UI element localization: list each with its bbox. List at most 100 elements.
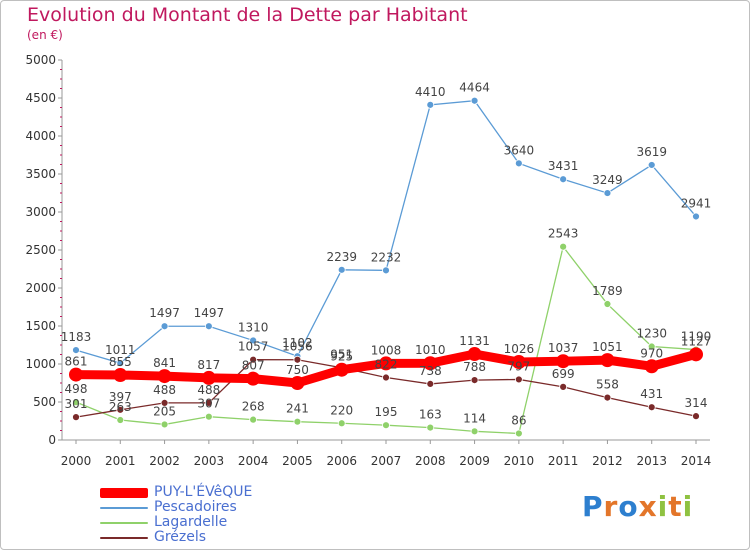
data-point-gr-zels xyxy=(559,382,568,391)
y-tick-label: 3500 xyxy=(25,167,56,181)
data-point-lagardelle xyxy=(514,429,523,438)
x-tick-label: 2008 xyxy=(415,454,446,468)
data-point-pescadoires xyxy=(692,212,700,221)
x-tick-label: 2003 xyxy=(194,454,225,468)
y-tick-label: 3000 xyxy=(25,205,56,219)
chart-title: Evolution du Montant de la Dette par Hab… xyxy=(27,4,468,26)
data-point-gr-zels xyxy=(647,403,656,412)
x-tick-label: 2001 xyxy=(105,454,136,468)
data-label-pescadoires: 4464 xyxy=(459,81,490,95)
data-label-gr-zels: 788 xyxy=(463,360,486,374)
data-point-pescadoires xyxy=(559,175,568,184)
x-tick-label: 2005 xyxy=(282,454,313,468)
data-label-pescadoires: 1310 xyxy=(238,320,269,334)
data-point-lagardelle xyxy=(470,427,479,436)
data-point-lagardelle xyxy=(249,415,258,424)
legend-item-pescadoires: Pescadoires xyxy=(100,500,252,515)
legend-label-grezels: Grézels xyxy=(154,529,207,545)
data-point-gr-zels xyxy=(514,375,523,384)
data-label-gr-zels: 822 xyxy=(375,358,398,372)
series-line-pescadoires xyxy=(75,100,697,364)
logo-letter: r xyxy=(603,490,619,523)
data-point-gr-zels xyxy=(603,393,612,402)
legend-item-lagardelle: Lagardelle xyxy=(100,515,252,530)
legend-swatch-pescadoires xyxy=(100,506,148,509)
data-label-lagardelle: 163 xyxy=(419,408,442,422)
data-label-puy-l-v-que: 925 xyxy=(330,350,353,364)
data-label-lagardelle: 220 xyxy=(330,403,353,417)
data-point-gr-zels xyxy=(382,373,390,382)
data-label-puy-l-v-que: 817 xyxy=(197,358,220,372)
data-point-pescadoires xyxy=(72,346,80,354)
data-point-lagardelle xyxy=(647,342,656,351)
logo-letter: t xyxy=(668,490,683,523)
data-label-pescadoires: 2232 xyxy=(371,250,402,264)
data-point-puy-l-v-que xyxy=(246,371,261,386)
data-point-puy-l-v-que xyxy=(290,376,305,390)
legend-item-grezels: Grézels xyxy=(100,530,252,545)
y-tick-label: 1500 xyxy=(25,319,56,333)
x-tick-label: 2009 xyxy=(459,454,490,468)
data-label-gr-zels: 951 xyxy=(330,348,353,362)
data-label-pescadoires: 1183 xyxy=(61,330,92,344)
x-tick-label: 2004 xyxy=(238,454,269,468)
data-point-puy-l-v-que xyxy=(511,355,526,370)
data-point-pescadoires xyxy=(470,96,479,105)
data-label-puy-l-v-que: 1051 xyxy=(592,340,623,354)
data-point-gr-zels xyxy=(293,355,302,364)
legend-swatch-puy-l-eveque xyxy=(100,487,148,498)
data-label-puy-l-v-que: 861 xyxy=(65,355,88,369)
data-label-puy-l-v-que: 1010 xyxy=(415,343,446,357)
data-label-pescadoires: 4410 xyxy=(415,85,446,99)
data-label-lagardelle: 1789 xyxy=(592,284,623,298)
data-point-puy-l-v-que xyxy=(69,367,83,382)
data-label-pescadoires: 3431 xyxy=(548,159,579,173)
data-label-lagardelle: 1190 xyxy=(681,330,712,344)
data-point-gr-zels xyxy=(249,355,258,364)
data-label-puy-l-v-que: 855 xyxy=(109,355,132,369)
data-point-lagardelle xyxy=(116,416,125,424)
data-label-pescadoires: 1497 xyxy=(194,306,225,320)
legend-label-pescadoires: Pescadoires xyxy=(154,499,237,515)
data-point-puy-l-v-que xyxy=(689,347,703,362)
data-label-puy-l-v-que: 841 xyxy=(153,356,176,370)
data-point-gr-zels xyxy=(426,380,435,388)
y-tick-label: 0 xyxy=(48,433,56,447)
legend: PUY-L'ÉVêQUE Pescadoires Lagardelle Gréz… xyxy=(100,485,252,545)
data-point-lagardelle xyxy=(559,242,568,251)
data-point-pescadoires xyxy=(160,322,169,331)
logo-letter: o xyxy=(618,490,639,523)
data-label-pescadoires: 3640 xyxy=(504,143,535,157)
data-label-puy-l-v-que: 1127 xyxy=(681,334,712,348)
data-label-lagardelle: 498 xyxy=(65,382,88,396)
data-label-pescadoires: 1102 xyxy=(282,336,313,350)
x-tick-label: 2007 xyxy=(371,454,402,468)
data-label-gr-zels: 488 xyxy=(153,383,176,397)
data-label-gr-zels: 488 xyxy=(197,383,220,397)
data-point-lagardelle xyxy=(382,421,390,430)
legend-swatch-grezels xyxy=(100,536,148,539)
data-point-gr-zels xyxy=(160,399,169,407)
data-point-puy-l-v-que xyxy=(556,354,571,369)
x-tick-label: 2006 xyxy=(326,454,357,468)
logo-letter: i xyxy=(657,490,669,523)
data-label-puy-l-v-que: 750 xyxy=(286,363,309,377)
data-point-lagardelle xyxy=(72,398,80,407)
data-point-puy-l-v-que xyxy=(644,359,659,374)
data-label-puy-l-v-que: 1037 xyxy=(548,341,579,355)
y-tick-label: 2500 xyxy=(25,243,56,257)
data-point-pescadoires xyxy=(426,100,435,109)
data-point-lagardelle xyxy=(603,300,612,308)
x-tick-label: 2012 xyxy=(592,454,623,468)
data-label-pescadoires: 2239 xyxy=(326,250,357,264)
data-point-puy-l-v-que xyxy=(379,356,393,371)
data-label-lagardelle: 205 xyxy=(153,404,176,418)
data-label-puy-l-v-que: 1026 xyxy=(504,342,535,356)
data-label-gr-zels: 797 xyxy=(507,359,530,373)
data-label-lagardelle: 1230 xyxy=(636,327,667,341)
data-label-pescadoires: 3619 xyxy=(636,145,667,159)
y-tick-label: 2000 xyxy=(25,281,56,295)
data-label-gr-zels: 397 xyxy=(109,390,132,404)
data-label-lagardelle: 195 xyxy=(375,405,398,419)
data-point-pescadoires xyxy=(204,322,213,331)
